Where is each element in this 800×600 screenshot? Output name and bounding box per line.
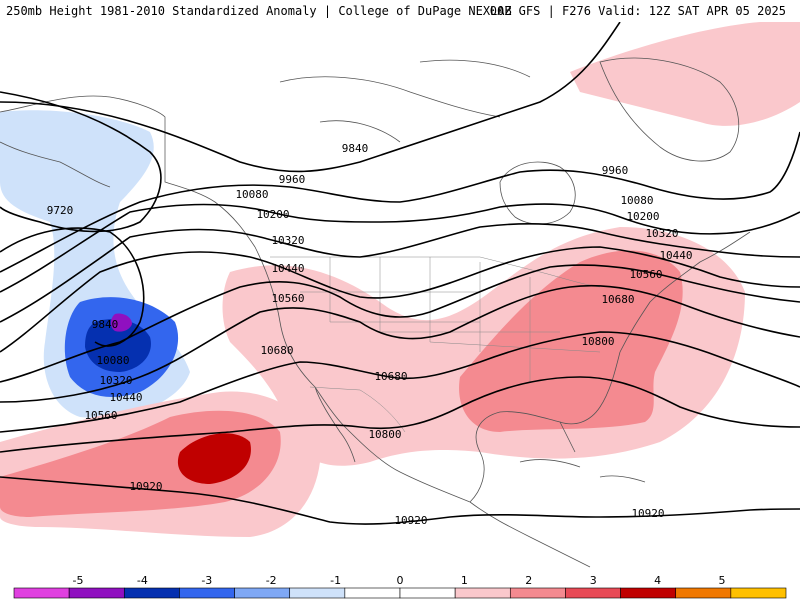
border-us-canada <box>270 256 601 288</box>
anomaly-positive-1-arctic <box>570 22 800 126</box>
colorbar-tick-label: 3 <box>590 574 597 587</box>
colorbar-tick-label: -5 <box>73 574 84 587</box>
colorbar-tick-label: 4 <box>654 574 661 587</box>
coastline-hudson-bay <box>499 161 576 225</box>
contour-10080 <box>0 203 800 293</box>
contour-label-10440-pnw: 10440 <box>271 262 304 275</box>
map-header: 250mb Height 1981-2010 Standardized Anom… <box>0 0 800 22</box>
coastline-west-coast <box>254 246 471 503</box>
contour-10560 <box>0 284 800 403</box>
contour-label-10320-west: 10320 <box>99 374 132 387</box>
contour-label-10920-east: 10920 <box>631 507 664 520</box>
colorbar-swatch <box>179 587 235 599</box>
coastline-east-coast <box>619 231 751 353</box>
contour-label-9960-east: 9960 <box>602 164 629 177</box>
contour-label-10920-south: 10920 <box>394 514 427 527</box>
contour-10680 <box>0 331 800 433</box>
coastline-central-america <box>469 501 591 568</box>
contour-label-10080-east: 10080 <box>620 194 653 207</box>
colorbar-swatch <box>399 587 456 599</box>
colorbar-swatch <box>13 587 70 599</box>
contour-label-10800-mx: 10800 <box>368 428 401 441</box>
contour-label-10680-pac: 10680 <box>260 344 293 357</box>
contour-label-10080-west: 10080 <box>96 354 129 367</box>
colorbar-tick-label: -3 <box>201 574 212 587</box>
colorbar-swatch <box>620 587 677 599</box>
coastline-caribbean <box>519 459 646 483</box>
contour-label-10800-east: 10800 <box>581 335 614 348</box>
contour-label-10560-pac: 10560 <box>271 292 304 305</box>
colorbar-tick-label: 1 <box>461 574 468 587</box>
contour-10920 <box>0 476 800 525</box>
colorbar-tick-label: 0 <box>397 574 404 587</box>
contour-label-9840-west: 9840 <box>92 318 119 331</box>
colorbar-tick-label: -2 <box>266 574 277 587</box>
coastline-gulf <box>469 351 621 503</box>
map-title: 250mb Height 1981-2010 Standardized Anom… <box>6 4 512 18</box>
contour-label-10440-west: 10440 <box>109 391 142 404</box>
contour-label-10560-east: 10560 <box>629 268 662 281</box>
colorbar-swatch <box>509 587 566 599</box>
coastline-florida <box>559 421 576 453</box>
colorbar-swatches <box>13 587 787 599</box>
border-states <box>300 257 601 382</box>
colorbar-tick-labels: -5 -4 -3 -2 -1 0 1 2 3 4 5 <box>73 574 726 587</box>
colorbar-swatch <box>234 587 291 599</box>
contour-label-9960-west: 9960 <box>279 173 306 186</box>
colorbar-swatch <box>123 587 180 599</box>
contour-label-10440-east: 10440 <box>659 249 692 262</box>
contour-label-10560-west: 10560 <box>84 409 117 422</box>
contour-10200 <box>0 222 800 323</box>
colorbar-swatch <box>675 587 732 599</box>
colorbar-tick-label: -1 <box>330 574 341 587</box>
contour-10320 <box>0 246 800 353</box>
colorbar-swatch <box>565 587 621 599</box>
colorbar-tick-label: 2 <box>525 574 532 587</box>
contour-label-10080-pnw: 10080 <box>235 188 268 201</box>
contour-label-9840-north: 9840 <box>342 142 369 155</box>
contour-label-10920-pac: 10920 <box>129 480 162 493</box>
model-run-info: 00Z GFS | F276 Valid: 12Z SAT APR 05 202… <box>489 4 786 18</box>
colorbar-swatch <box>68 587 125 599</box>
colorbar-swatch <box>730 587 787 599</box>
contour-label-10200-east: 10200 <box>626 210 659 223</box>
coastline-greenland <box>599 57 740 162</box>
contour-label-10200-pnw: 10200 <box>256 208 289 221</box>
anomaly-positive-3 <box>177 433 251 484</box>
coastline-baja <box>314 386 356 463</box>
contour-10800 <box>0 376 800 453</box>
contour-label-10680-east: 10680 <box>601 293 634 306</box>
contour-9960 <box>0 131 800 273</box>
anomaly-map: 9720 9840 10080 10320 10440 10560 9840 9… <box>0 22 800 568</box>
colorbar-tick-label: 5 <box>719 574 726 587</box>
colorbar-swatch <box>454 587 511 599</box>
contour-label-10320-east: 10320 <box>645 227 678 240</box>
colorbar-tick-label: -4 <box>137 574 148 587</box>
colorbar: -5 -4 -3 -2 -1 0 1 2 3 4 5 <box>13 574 787 599</box>
coastline-alaska <box>0 95 256 248</box>
contour-label-10680-tx: 10680 <box>374 370 407 383</box>
colorbar-swatch <box>344 587 401 599</box>
height-contours <box>0 22 800 525</box>
anomaly-negative-4 <box>110 313 132 332</box>
colorbar-swatch <box>289 587 346 599</box>
contour-9720 <box>0 91 162 233</box>
coastlines <box>0 57 751 568</box>
contour-labels: 9720 9840 10080 10320 10440 10560 9840 9… <box>47 142 693 527</box>
contour-label-9720: 9720 <box>47 204 74 217</box>
contour-label-10320-pnw: 10320 <box>271 234 304 247</box>
contour-10440 <box>0 264 800 383</box>
coastline-alaska-west <box>0 141 111 188</box>
anomaly-shading <box>0 22 800 537</box>
coastline-arctic-islands <box>279 59 531 143</box>
